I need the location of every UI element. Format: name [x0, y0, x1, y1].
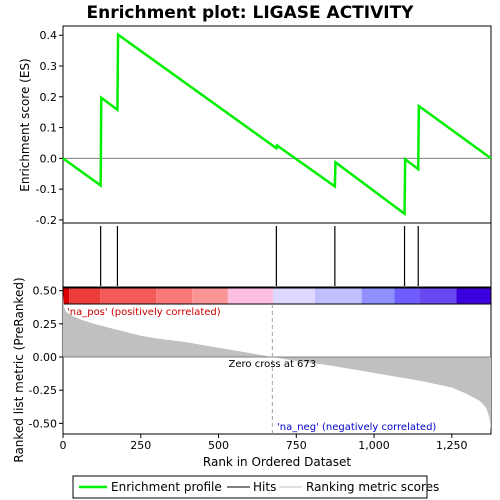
metric-y-tick-label: -0.25: [29, 384, 57, 397]
chart-title: Enrichment plot: LIGASE ACTIVITY: [86, 3, 414, 23]
metric-y-tick-label: 0.25: [33, 318, 58, 331]
x-tick-label: 1,000: [358, 439, 390, 452]
x-tick-label: 500: [208, 439, 229, 452]
x-tick-label: 750: [286, 439, 307, 452]
hits-panel: [62, 222, 492, 288]
x-tick-label: 250: [130, 439, 151, 452]
es-y-axis: -0.2 -0.1 0.0 0.1 0.2 0.3 0.4: [36, 29, 63, 227]
legend-label-ranking-metric: Ranking metric scores: [306, 480, 439, 494]
zero-cross-label: Zero cross at 673: [229, 359, 317, 370]
negative-correlation-label: 'na_neg' (negatively correlated): [277, 422, 436, 433]
color-bar-segment: [156, 288, 193, 304]
es-panel-frame: [62, 25, 492, 224]
metric-y-tick-label: 0.50: [33, 285, 58, 298]
legend-label-enrichment-profile: Enrichment profile: [111, 480, 222, 494]
legend: Enrichment profile Hits Ranking metric s…: [72, 475, 439, 499]
hit-markers: [100, 226, 419, 286]
color-bar-segment: [272, 288, 315, 304]
color-bar-segment: [192, 288, 228, 304]
hits-panel-frame: [62, 222, 492, 288]
color-bar-segment: [314, 288, 362, 304]
es-y-tick-label: 0.0: [40, 152, 58, 165]
es-y-tick-label: 0.1: [40, 122, 58, 135]
es-y-tick-label: -0.1: [36, 183, 57, 196]
x-tick-label: 1,250: [436, 439, 468, 452]
metric-panel: Zero cross at 673 'na_pos' (positively c…: [12, 277, 492, 469]
es-panel: -0.2 -0.1 0.0 0.1 0.2 0.3 0.4 Enrichment score…: [18, 25, 492, 227]
rank-x-axis: 0 250 500 750 1,000 1,250: [60, 434, 468, 452]
color-bar-segment: [394, 288, 420, 304]
metric-y-tick-label: -0.50: [29, 417, 57, 430]
ranking-metric-area: [63, 294, 491, 431]
color-bar-segment: [227, 288, 273, 304]
color-bar-segment: [361, 288, 395, 304]
es-y-tick-label: 0.4: [40, 29, 58, 42]
color-bar-segment: [69, 288, 101, 304]
color-bar-segment: [419, 288, 457, 304]
color-bar-segment: [100, 288, 157, 304]
x-tick-label: 0: [60, 439, 67, 452]
positive-correlation-label: 'na_pos' (positively correlated): [67, 307, 221, 318]
color-bar-segment: [63, 288, 70, 304]
color-bar-segment: [456, 288, 491, 304]
metric-y-tick-label: 0.00: [33, 351, 58, 364]
es-y-tick-label: -0.2: [36, 214, 57, 227]
es-y-axis-title: Enrichment score (ES): [18, 58, 32, 191]
legend-label-hits: Hits: [253, 480, 276, 494]
ranking-color-bar: [63, 288, 491, 304]
metric-y-axis-title: Ranked list metric (PreRanked): [12, 277, 26, 462]
es-y-tick-label: 0.2: [40, 91, 58, 104]
metric-y-axis: -0.50 -0.25 0.00 0.25 0.50: [29, 285, 63, 430]
es-y-tick-label: 0.3: [40, 60, 58, 73]
enrichment-profile-line: [62, 32, 492, 217]
x-axis-title: Rank in Ordered Dataset: [203, 455, 351, 469]
